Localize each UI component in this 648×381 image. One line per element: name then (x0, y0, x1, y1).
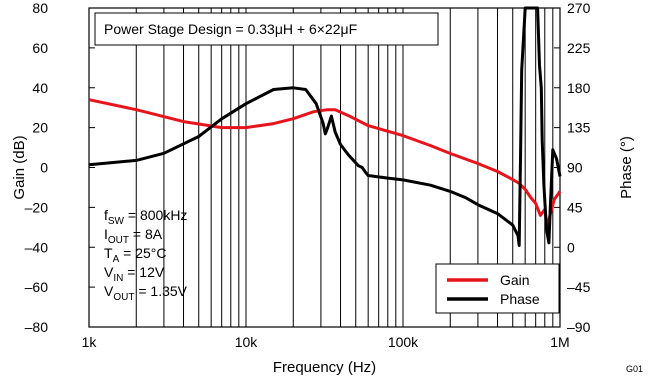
condition-line: TA = 25°C (104, 245, 166, 265)
y-tick-label: 80 (32, 0, 48, 16)
y2-tick-label: 45 (567, 199, 583, 215)
left-axis-ticks: –80 –60 –40 –20 0 20 40 60 80 (25, 0, 95, 335)
y2-tick-label: 0 (567, 239, 575, 255)
y-tick-label: 0 (40, 160, 48, 176)
x-tick-label: 1M (550, 334, 569, 350)
figure-id: G01 (626, 364, 643, 374)
right-axis-ticks: –90 –45 0 45 90 135 180 225 270 (554, 0, 591, 335)
condition-line: VOUT = 1.35V (104, 283, 188, 303)
x-axis-ticks: 1k 10k 100k 1M (82, 334, 570, 350)
y-tick-label: –80 (25, 319, 49, 335)
condition-line: fSW = 800kHz (104, 207, 187, 227)
y2-tick-label: –45 (567, 279, 591, 295)
y-axis-label: Gain (dB) (11, 135, 28, 199)
x-tick-label: 100k (388, 334, 419, 350)
legend-label-gain: Gain (500, 272, 530, 288)
legend: Gain Phase (435, 263, 560, 314)
y2-tick-label: 270 (567, 0, 591, 16)
y2-tick-label: 135 (567, 120, 591, 136)
y-tick-label: –40 (25, 239, 49, 255)
x-axis-label: Frequency (Hz) (273, 359, 376, 376)
legend-frame (435, 263, 560, 314)
y-tick-label: 40 (32, 80, 48, 96)
condition-line: VIN = 12V (104, 264, 165, 284)
y2-axis-label: Phase (°) (618, 136, 635, 199)
title-box: Power Stage Design = 0.33μH + 6×22μF (94, 12, 439, 46)
y2-tick-label: –90 (567, 319, 591, 335)
title-box-frame (94, 12, 439, 46)
legend-label-phase: Phase (500, 291, 540, 307)
condition-line: IOUT = 8A (104, 226, 163, 246)
y2-tick-label: 225 (567, 40, 591, 56)
x-tick-label: 10k (235, 334, 259, 350)
y2-tick-label: 90 (567, 160, 583, 176)
series-line-phase (88, 6, 562, 247)
y-tick-label: 60 (32, 40, 48, 56)
y-tick-label: 20 (32, 120, 48, 136)
y-tick-label: –60 (25, 279, 49, 295)
series-line-gain (88, 98, 562, 229)
title-box-text: Power Stage Design = 0.33μH + 6×22μF (104, 21, 357, 37)
y2-tick-label: 180 (567, 80, 591, 96)
y-tick-label: –20 (25, 199, 49, 215)
x-tick-label: 1k (82, 334, 98, 350)
series-layer (88, 6, 562, 247)
